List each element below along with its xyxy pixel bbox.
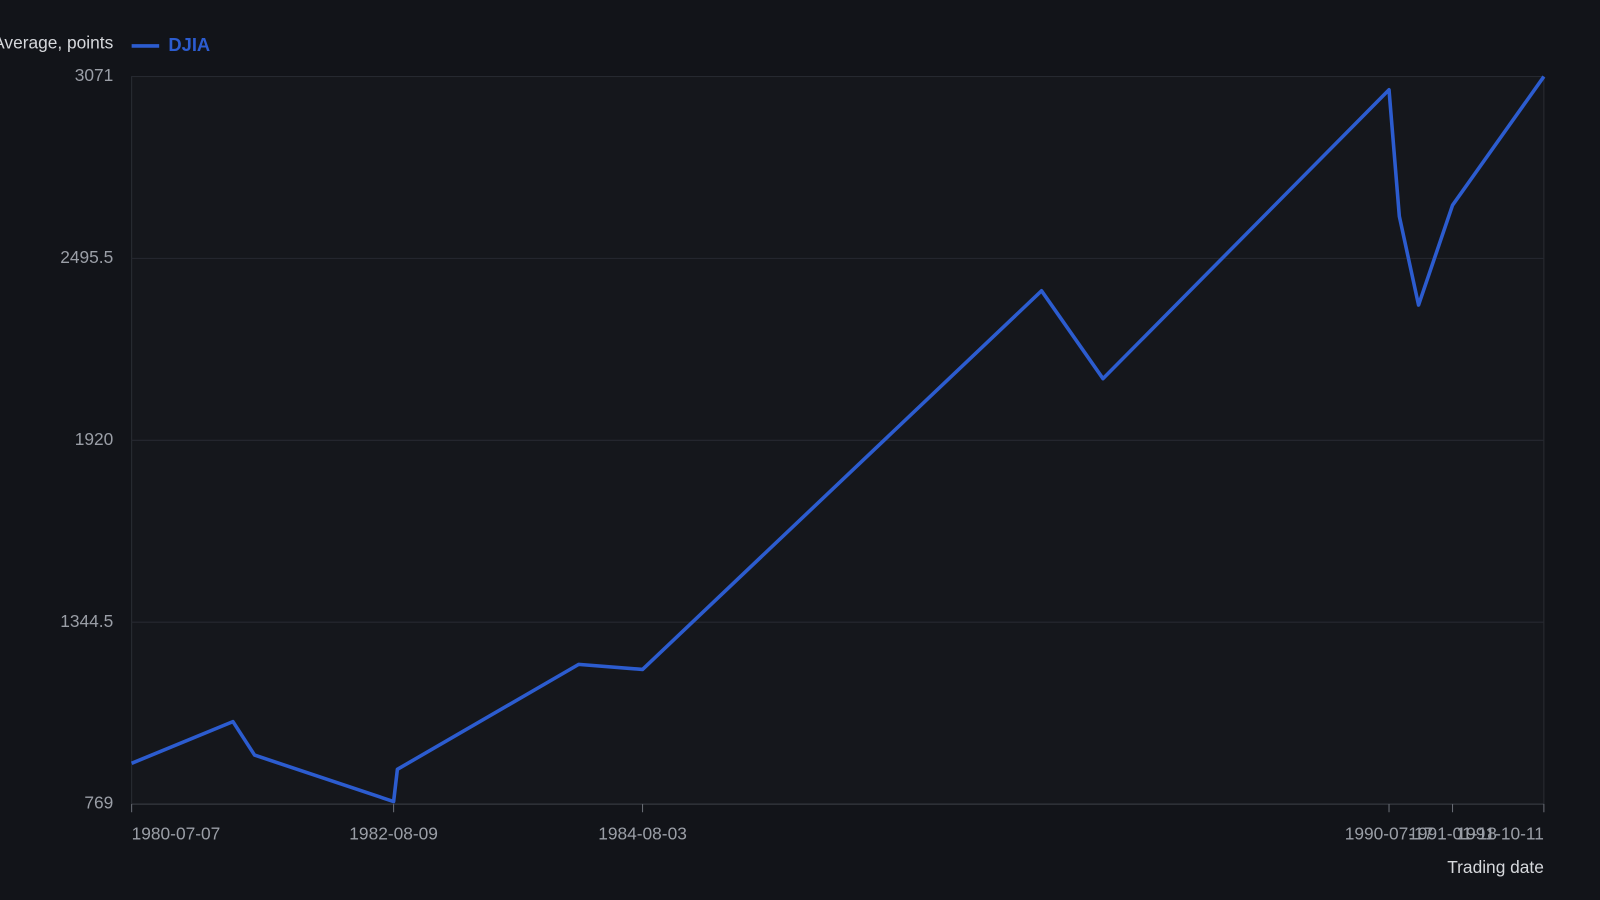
x-tick-label: 1991-10-11 [1457,823,1544,843]
x-tick-label: 1990-07-17 [1345,823,1434,843]
x-tick-label: 1982-08-09 [349,823,438,843]
y-tick-label: 2495.5 [60,247,113,267]
x-tick-label: 1991-01-18 [1408,823,1497,843]
y-tick-label: 1344.5 [60,611,113,631]
legend-label: DJIA [168,34,210,55]
x-tick-label: 1980-07-07 [132,823,221,843]
x-axis-title: Trading date [1447,857,1544,877]
data-line [130,75,1546,804]
y-tick-label: 769 [84,793,113,813]
y-tick-label: 1920 [75,429,114,449]
y-tick-label: 3071 [75,65,114,85]
y-axis-title: Dow Jones Industrial Average, points [0,32,114,52]
x-tick-label: 1984-08-03 [598,823,687,843]
